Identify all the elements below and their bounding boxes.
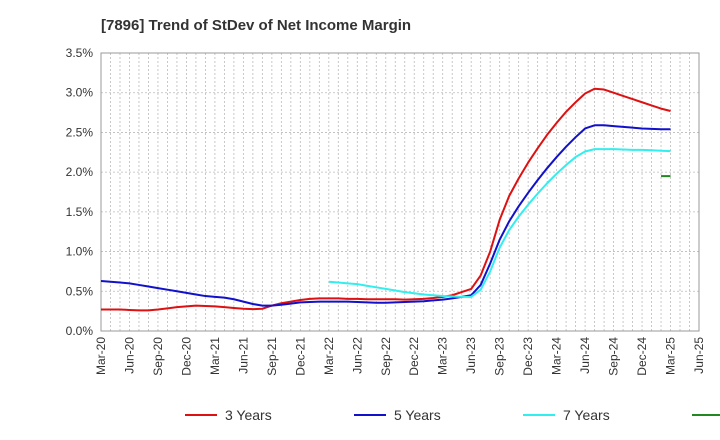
chart-title: [7896] Trend of StDev of Net Income Marg…	[101, 17, 412, 34]
series-line-1	[101, 87, 671, 312]
legend-label: 3 Years	[225, 407, 272, 423]
x-tick-label: Dec-23	[521, 337, 535, 376]
x-tick-label: Jun-20	[122, 337, 136, 374]
x-tick-label: Mar-20	[94, 337, 108, 375]
y-tick-label: 1.0%	[66, 245, 94, 259]
x-tick-label: Mar-23	[436, 337, 450, 375]
x-tick-label: Jun-24	[578, 337, 592, 374]
x-tick-label: Mar-21	[208, 337, 222, 375]
x-tick-label: Jun-25	[692, 337, 706, 374]
x-tick-label: Dec-24	[635, 337, 649, 376]
x-tick-label: Jun-21	[236, 337, 250, 374]
x-tick-label: Dec-21	[293, 337, 307, 376]
x-tick-label: Mar-24	[550, 337, 564, 375]
x-tick-label: Dec-20	[179, 337, 193, 376]
grid	[100, 52, 700, 332]
x-tick-label: Mar-22	[322, 337, 336, 375]
y-tick-label: 3.5%	[66, 46, 94, 60]
x-tick-label: Sep-24	[607, 337, 621, 376]
y-tick-label: 0.5%	[66, 284, 94, 298]
series-line-2	[100, 124, 671, 307]
plot-area-frame	[100, 52, 700, 332]
series-lines	[100, 87, 671, 312]
x-tick-label: Mar-25	[664, 337, 678, 375]
x-tick-label: Jun-22	[350, 337, 364, 374]
x-tick-label: Jun-23	[464, 337, 478, 374]
y-tick-label: 1.5%	[66, 205, 94, 219]
x-tick-label: Sep-23	[493, 337, 507, 376]
x-axis-ticks: Mar-20 Jun-20 Sep-20 Dec-20 Mar-21 Jun-21 Sep-…	[94, 337, 706, 376]
y-axis-ticks: 0.0% 0.5% 1.0% 1.5% 2.0% 2.5% 3.0% 3.5%	[66, 46, 94, 338]
y-tick-label: 2.0%	[66, 165, 94, 179]
x-tick-label: Sep-20	[151, 337, 165, 376]
legend-label: 5 Years	[394, 407, 441, 423]
x-tick-label: Dec-22	[407, 337, 421, 376]
y-tick-label: 0.0%	[66, 324, 94, 338]
y-tick-label: 2.5%	[66, 125, 94, 139]
y-tick-label: 3.0%	[66, 86, 94, 100]
x-tick-label: Sep-21	[265, 337, 279, 376]
x-tick-label: Sep-22	[379, 337, 393, 376]
legend-label: 7 Years	[563, 407, 610, 423]
series-line-3	[328, 148, 671, 298]
